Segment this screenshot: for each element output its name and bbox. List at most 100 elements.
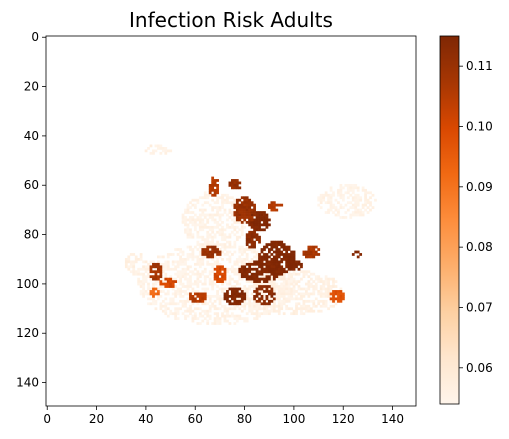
heatmap-cell (275, 287, 279, 291)
heatmap-cell (191, 248, 195, 251)
heatmap-cell (203, 223, 207, 227)
heatmap-cell (346, 191, 350, 195)
heatmap-cell (272, 285, 276, 288)
heatmap-cell (198, 275, 202, 279)
heatmap-cell (169, 267, 173, 271)
heatmap-cell (285, 248, 289, 251)
heatmap-cell (206, 235, 210, 239)
heatmap-cell (248, 208, 252, 212)
heatmap-cell (314, 297, 318, 301)
heatmap-cell (332, 297, 335, 301)
heatmap-cell (213, 193, 217, 197)
heatmap-cell (243, 208, 247, 212)
heatmap-cell (238, 235, 242, 239)
heatmap-cell (226, 314, 229, 318)
heatmap-cell (161, 290, 165, 293)
heatmap-cell (240, 309, 244, 313)
heatmap-cell (268, 299, 271, 303)
heatmap-cell (228, 208, 232, 212)
heatmap-cell (213, 188, 217, 192)
heatmap-cell (137, 282, 141, 286)
heatmap-cell (171, 312, 175, 316)
heatmap-cell (147, 297, 150, 301)
heatmap-cell (268, 265, 271, 269)
heatmap-cell (203, 250, 207, 254)
heatmap-cell (216, 240, 219, 244)
heatmap-cell (144, 149, 148, 153)
heatmap-cell (238, 287, 242, 291)
heatmap-cell (342, 216, 345, 219)
heatmap-cell (228, 233, 232, 237)
heatmap-cell (223, 201, 227, 205)
heatmap-cell (307, 253, 311, 256)
heatmap-cell (233, 302, 237, 306)
heatmap-cell (223, 235, 227, 239)
heatmap-cell (201, 208, 205, 212)
heatmap-cell (221, 314, 224, 318)
heatmap-cell (223, 253, 227, 256)
heatmap-cell (290, 312, 293, 316)
heatmap-cell (250, 292, 254, 296)
heatmap-cell (211, 322, 215, 325)
heatmap-cell (223, 267, 227, 271)
heatmap-cell (238, 181, 242, 185)
heatmap-cell (223, 307, 227, 311)
heatmap-cell (206, 319, 210, 323)
heatmap-cell (354, 203, 358, 207)
heatmap-cell (287, 287, 291, 291)
heatmap-cell (240, 206, 244, 209)
heatmap-cell (166, 149, 170, 153)
heatmap-cell (231, 196, 234, 200)
heatmap-cell (270, 277, 274, 281)
heatmap-cell (275, 304, 279, 308)
heatmap-cell (349, 188, 353, 192)
heatmap-cell (275, 282, 279, 286)
heatmap-cell (240, 265, 244, 269)
heatmap-cell (134, 260, 138, 264)
heatmap-cell (349, 193, 353, 197)
heatmap-cell (191, 211, 195, 214)
heatmap-cell (221, 245, 224, 249)
heatmap-cell (280, 250, 284, 254)
heatmap-cell (272, 267, 276, 271)
heatmap-cell (201, 309, 205, 313)
heatmap-cell (152, 151, 155, 155)
heatmap-cell (171, 297, 175, 301)
heatmap-cell (129, 262, 133, 266)
heatmap-cell (194, 203, 197, 207)
heatmap-cell (329, 208, 333, 212)
heatmap-cell (282, 292, 286, 296)
heatmap-cell (312, 255, 316, 259)
heatmap-cell (366, 206, 370, 209)
heatmap-cell (275, 258, 279, 261)
heatmap-cell (208, 253, 212, 256)
heatmap-cell (292, 292, 296, 296)
y-tick-label: 20 (24, 80, 39, 94)
heatmap-cell (198, 312, 202, 316)
heatmap-cell (309, 285, 313, 288)
heatmap-cell (300, 297, 303, 301)
heatmap-cell (216, 250, 219, 254)
heatmap-cell (282, 267, 286, 271)
heatmap-cell (248, 233, 252, 237)
heatmap-cell (213, 262, 217, 266)
heatmap-cell (354, 250, 358, 254)
heatmap-cell (159, 304, 163, 308)
heatmap-cell (203, 225, 207, 229)
heatmap-cell (255, 233, 259, 237)
heatmap-cell (295, 309, 298, 313)
heatmap-cell (203, 295, 207, 298)
heatmap-cell (191, 253, 195, 256)
heatmap-cell (319, 198, 323, 202)
heatmap-cell (211, 302, 215, 306)
heatmap-cell (213, 275, 217, 279)
heatmap-cell (216, 319, 219, 323)
heatmap-cell (255, 253, 259, 256)
heatmap-cell (206, 233, 210, 237)
heatmap-cell (309, 245, 313, 249)
heatmap-cell (238, 248, 242, 251)
heatmap-cell (198, 260, 202, 264)
heatmap-cell (161, 299, 165, 303)
heatmap-cell (270, 272, 274, 276)
heatmap-cell (243, 287, 247, 291)
